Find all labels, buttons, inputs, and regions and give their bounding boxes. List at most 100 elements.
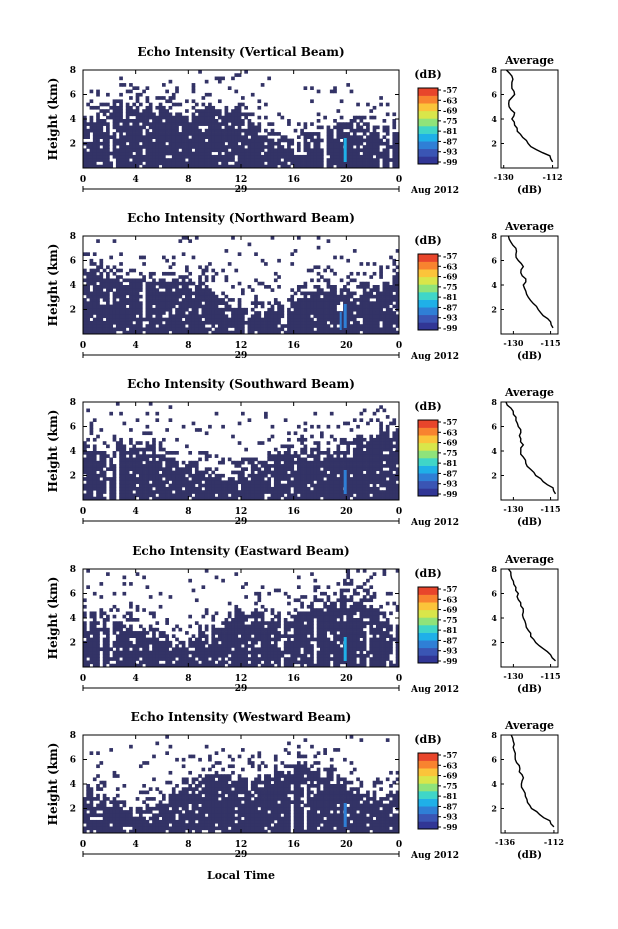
echo-cell: [188, 138, 193, 143]
echo-cell: [339, 164, 344, 169]
echo-cell: [366, 464, 370, 468]
echo-cell: [175, 624, 179, 629]
echo-cell: [142, 490, 146, 494]
echo-cell: [204, 624, 209, 629]
echo-cell: [237, 464, 242, 468]
echo-cell: [145, 109, 150, 113]
echo-cell: [267, 311, 272, 315]
echo-cell: [112, 454, 117, 458]
echo-cell: [135, 657, 140, 661]
echo-cell: [366, 311, 370, 315]
echo-cell: [224, 644, 229, 648]
echo-cell: [237, 627, 242, 632]
echo-cell: [204, 431, 209, 436]
echo-cell: [86, 301, 90, 305]
echo-cell: [217, 634, 222, 638]
echo-cell: [273, 132, 278, 136]
echo-cell: [201, 614, 206, 619]
echo-cell: [132, 470, 137, 475]
echo-cell: [382, 444, 387, 449]
echo-cell: [221, 307, 225, 312]
echo-cell: [375, 148, 380, 153]
echo-cell: [369, 317, 374, 322]
echo-cell: [191, 141, 196, 146]
echo-cell: [204, 298, 209, 302]
echo-cell: [211, 115, 216, 120]
echo-cell: [356, 490, 360, 494]
echo-cell: [372, 451, 377, 455]
echo-cell: [148, 271, 153, 276]
echo-cell: [178, 135, 183, 139]
echo-cell: [231, 496, 235, 501]
echo-cell: [109, 314, 114, 319]
echo-cell: [181, 653, 186, 658]
echo-cell: [138, 281, 143, 286]
echo-cell: [86, 477, 90, 481]
echo-cell: [227, 457, 232, 462]
echo-cell: [316, 245, 321, 250]
echo-cell: [155, 288, 160, 292]
echo-cell: [115, 161, 120, 166]
echo-cell: [132, 496, 137, 501]
echo-cell: [247, 320, 252, 325]
echo-cell: [86, 663, 90, 668]
echo-cell: [165, 650, 169, 655]
echo-cell: [313, 307, 318, 312]
echo-cell: [224, 148, 229, 153]
echo-cell: [99, 119, 104, 123]
echo-cell: [277, 493, 281, 498]
echo-cell: [155, 119, 160, 123]
echo-cell: [119, 437, 123, 442]
echo-cell: [329, 128, 334, 133]
echo-cell: [188, 281, 193, 286]
echo-cell: [106, 115, 110, 120]
echo-cell: [254, 467, 258, 471]
echo-cell: [194, 598, 199, 603]
echo-cell: [129, 614, 133, 619]
echo-cell: [171, 96, 176, 100]
echo-cell: [135, 96, 140, 100]
echo-cell: [231, 109, 235, 113]
echo-cell: [106, 271, 110, 276]
echo-cell: [92, 464, 97, 468]
echo-cell: [158, 653, 163, 658]
echo-cell: [122, 320, 127, 325]
echo-cell: [185, 115, 189, 120]
echo-cell: [224, 490, 229, 494]
echo-cell: [369, 301, 374, 305]
echo-cell: [165, 647, 169, 652]
echo-cell: [362, 115, 367, 120]
echo-cell: [194, 148, 199, 153]
echo-cell: [221, 122, 225, 126]
echo-cell: [148, 102, 153, 107]
echo-cell: [155, 330, 160, 335]
echo-cell: [129, 618, 133, 622]
echo-cell: [369, 294, 374, 299]
echo-cell: [323, 307, 327, 312]
echo-cell: [316, 483, 321, 488]
echo-cell: [372, 271, 377, 276]
echo-cell: [188, 483, 193, 488]
echo-cell: [175, 493, 179, 498]
echo-cell: [283, 324, 288, 328]
echo-cell: [217, 122, 222, 126]
echo-cell: [369, 161, 374, 166]
echo-cell: [221, 128, 225, 133]
echo-cell: [165, 327, 169, 332]
echo-cell: [303, 307, 308, 312]
echo-cell: [349, 327, 354, 332]
echo-cell: [267, 437, 272, 442]
echo-cell: [168, 483, 173, 488]
echo-cell: [112, 271, 117, 276]
echo-cell: [290, 148, 295, 153]
echo-cell: [247, 132, 252, 136]
echo-cell: [129, 657, 133, 661]
echo-cell: [247, 490, 252, 494]
echo-cell: [277, 454, 281, 458]
echo-cell: [191, 291, 196, 296]
echo-cell: [375, 317, 380, 322]
echo-cell: [366, 320, 370, 325]
echo-cell: [115, 268, 120, 273]
echo-cell: [191, 324, 196, 328]
colorbar-tick-label: -87: [443, 302, 457, 312]
